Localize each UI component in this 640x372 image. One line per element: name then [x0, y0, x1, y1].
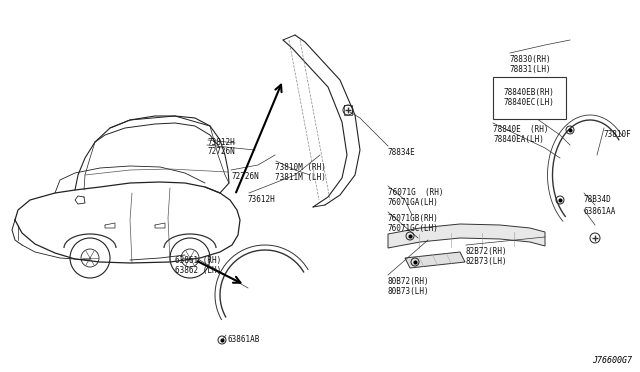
Polygon shape [388, 224, 545, 248]
Text: 63861AA: 63861AA [584, 207, 616, 216]
Text: 76071GB(RH)
76071GC(LH): 76071GB(RH) 76071GC(LH) [388, 214, 439, 233]
Text: 73612H: 73612H [248, 195, 276, 204]
Text: 73810F: 73810F [604, 130, 632, 139]
Text: 78834E: 78834E [388, 148, 416, 157]
Text: 78B34D: 78B34D [584, 195, 612, 204]
Text: 73810M (RH)
73811M (LH): 73810M (RH) 73811M (LH) [275, 163, 326, 182]
Text: 73812H: 73812H [207, 138, 235, 147]
Text: 80B72(RH)
80B73(LH): 80B72(RH) 80B73(LH) [388, 277, 429, 296]
Text: 82B72(RH)
82B73(LH): 82B72(RH) 82B73(LH) [466, 247, 508, 266]
Text: 63861AB: 63861AB [228, 335, 260, 344]
Text: 72726N: 72726N [231, 172, 259, 181]
Text: 72726N: 72726N [207, 147, 235, 156]
Polygon shape [405, 252, 465, 268]
Text: 78840EB(RH)
78840EC(LH): 78840EB(RH) 78840EC(LH) [504, 88, 555, 108]
Text: 78840E  (RH)
78840EA(LH): 78840E (RH) 78840EA(LH) [493, 125, 548, 144]
Text: 63861 (RH)
63862 (LH): 63861 (RH) 63862 (LH) [175, 256, 221, 275]
Text: J76600G7: J76600G7 [592, 356, 632, 365]
Text: 78830(RH)
78831(LH): 78830(RH) 78831(LH) [510, 55, 552, 74]
Text: 76071G  (RH)
76071GA(LH): 76071G (RH) 76071GA(LH) [388, 188, 444, 208]
